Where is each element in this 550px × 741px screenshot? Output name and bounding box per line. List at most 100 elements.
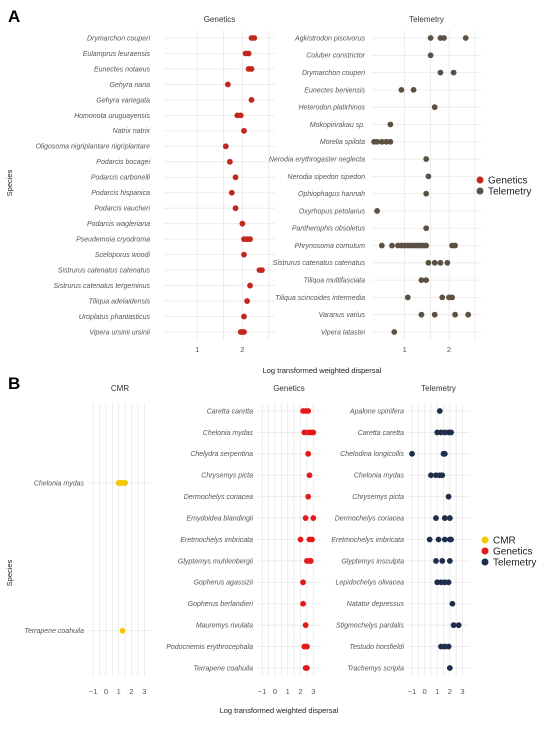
species-label: Tiliqua multifasciata	[304, 278, 366, 285]
legend-label: CMR	[493, 536, 516, 547]
species-label: Coluber constrictor	[306, 53, 365, 60]
x-tick-label: 1	[286, 687, 290, 696]
species-label: Podarcis bocagei	[96, 159, 150, 166]
species-label: Nerodia sipedon sipedon	[288, 174, 366, 181]
legend-marker	[481, 558, 489, 566]
data-point	[310, 515, 317, 521]
data-point	[228, 189, 235, 196]
data-point	[428, 472, 434, 479]
data-point	[248, 96, 255, 103]
x-tick-label: 3	[311, 687, 315, 696]
data-point	[433, 558, 439, 564]
panel-letter-b: B	[8, 374, 20, 393]
x-tick-label: 1	[195, 345, 199, 354]
species-label: Nerodia erythrogaster neglecta	[269, 156, 365, 163]
data-point	[241, 329, 247, 335]
data-point	[122, 480, 129, 486]
species-label: Chelonia mydas	[354, 473, 405, 480]
species-label: Gopherus berlandieri	[188, 601, 254, 608]
species-label: Chelonia mydas	[34, 480, 85, 487]
species-label: Chrysemys picta	[352, 494, 404, 501]
species-label: Dermochelys coriacea	[335, 515, 404, 522]
x-tick-label: 0	[104, 687, 108, 696]
data-point	[423, 190, 430, 197]
data-point	[305, 408, 312, 414]
data-point	[387, 121, 394, 128]
facet-title: Telemetry	[409, 15, 444, 24]
species-label: Varanus varius	[319, 312, 366, 319]
x-tick-label: −1	[408, 687, 417, 696]
data-point	[418, 277, 425, 284]
species-label: Vipera latastei	[321, 329, 366, 336]
data-point	[427, 35, 434, 41]
data-point	[232, 174, 239, 181]
species-label: Vipera ursinii ursinii	[89, 329, 150, 336]
data-point	[441, 35, 447, 41]
x-tick-label: 1	[435, 687, 439, 696]
x-tick-label: 1	[403, 345, 407, 354]
data-point	[305, 450, 312, 457]
species-label: Drymarchon couperi	[302, 70, 365, 77]
legend-marker	[476, 176, 484, 184]
species-label: Sistrurus catenatus tergeminus	[54, 283, 151, 290]
species-label: Phrynosoma cornutum	[295, 243, 366, 250]
species-label: Morelia spilota	[320, 139, 365, 146]
data-point	[241, 313, 247, 320]
data-point	[433, 515, 439, 521]
data-point	[241, 251, 247, 258]
x-tick-label: 2	[298, 687, 302, 696]
species-label: Drymarchon couperi	[87, 35, 150, 42]
species-label: Glyptemys muhlenbergii	[178, 558, 254, 565]
data-point	[437, 69, 444, 76]
data-point	[435, 536, 442, 543]
species-label: Natator depressus	[347, 601, 405, 608]
data-point	[305, 493, 312, 500]
species-label: Eretmochelys imbricata	[180, 537, 253, 544]
species-label: Gehyra nana	[110, 82, 151, 89]
data-point	[259, 267, 265, 274]
x-tick-label: 3	[460, 687, 464, 696]
legend-label: Genetics	[493, 547, 532, 558]
data-point	[446, 515, 453, 521]
data-point	[431, 259, 438, 266]
species-label: Pseudemoia cryodroma	[76, 237, 150, 244]
species-label: Tiliqua scincoides intermedia	[275, 295, 365, 302]
data-point	[237, 112, 244, 119]
y-axis-title: Species	[5, 559, 14, 586]
data-point	[398, 86, 405, 93]
data-point	[404, 294, 411, 301]
facet-title: Telemetry	[421, 384, 456, 393]
legend-marker	[481, 547, 489, 555]
x-axis-title: Log transformed weighted dispersal	[263, 366, 382, 375]
species-label: Natrix natrix	[113, 128, 151, 135]
data-point	[450, 69, 457, 76]
data-point	[439, 294, 446, 301]
data-point	[452, 242, 458, 249]
species-label: Chelonia mydas	[203, 430, 254, 437]
species-label: Sistrurus catenatus catenatus	[58, 268, 151, 275]
data-point	[448, 536, 454, 543]
species-label: Lepidochelys olivacea	[336, 580, 405, 587]
data-point	[431, 104, 438, 111]
legend-label: Genetics	[488, 176, 527, 187]
data-point	[374, 138, 381, 145]
data-point	[425, 173, 432, 180]
species-label: Terrapene coahuila	[24, 628, 84, 635]
data-point	[450, 622, 457, 629]
data-point	[448, 429, 454, 436]
species-label: Terrapene coahuila	[193, 665, 253, 672]
species-label: Eunectes notaeus	[94, 66, 151, 73]
data-point	[300, 600, 306, 607]
data-point	[389, 242, 395, 249]
data-point	[425, 259, 432, 266]
data-point	[378, 242, 385, 249]
y-axis-title: Species	[5, 169, 14, 196]
species-label: Gehyra variegata	[96, 97, 150, 104]
species-label: Homonota uruguayensis	[74, 113, 150, 120]
data-point	[387, 138, 394, 145]
data-point	[409, 450, 415, 457]
facet-title: CMR	[111, 384, 129, 393]
species-label: Testudo horsfieldi	[349, 644, 404, 651]
x-tick-label: 0	[423, 687, 427, 696]
data-point	[309, 536, 315, 543]
